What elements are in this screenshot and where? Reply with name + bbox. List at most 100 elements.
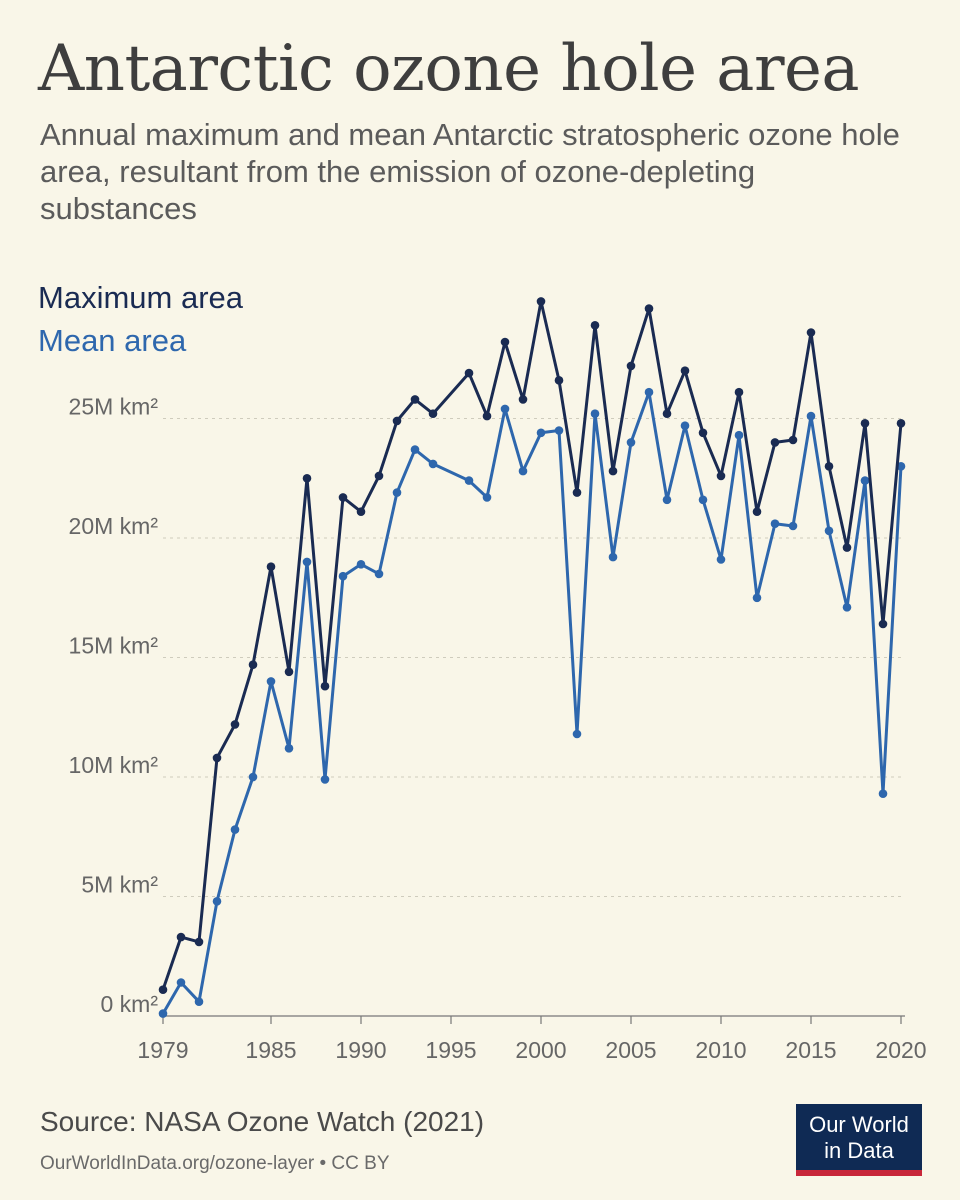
data-point-maximum-area[interactable] [644,304,654,313]
data-point-mean-area[interactable] [698,495,708,505]
chart-title: Antarctic ozone hole area [38,32,860,106]
data-point-maximum-area[interactable] [518,395,528,404]
data-point-maximum-area[interactable] [698,428,708,438]
y-tick-label: 5M km² [81,872,158,898]
data-point-maximum-area[interactable] [860,419,870,428]
data-point-maximum-area[interactable] [158,985,168,994]
data-point-mean-area[interactable] [410,445,420,454]
data-point-mean-area[interactable] [860,476,870,485]
data-point-maximum-area[interactable] [878,619,888,629]
data-point-mean-area[interactable] [788,521,798,531]
data-point-maximum-area[interactable] [302,474,312,483]
logo-line-1: Our World [809,1112,909,1137]
data-point-mean-area[interactable] [482,493,492,502]
data-point-mean-area[interactable] [554,426,564,435]
data-point-mean-area[interactable] [626,438,636,447]
data-point-mean-area[interactable] [464,476,474,485]
data-point-mean-area[interactable] [716,555,726,564]
data-point-mean-area[interactable] [158,1009,168,1018]
data-point-maximum-area[interactable] [230,720,240,729]
data-point-mean-area[interactable] [392,488,402,497]
data-point-mean-area[interactable] [590,409,600,419]
line-chart: 0 km² 5M km² 10M km² 15M km² 20M km² 25M km² 1… [69,297,927,1064]
owid-logo[interactable]: Our World in Data [796,1104,922,1176]
y-tick-label: 25M km² [69,394,159,420]
source-url[interactable]: OurWorldInData.org/ozone-layer • CC BY [40,1153,390,1174]
data-point-maximum-area[interactable] [626,361,636,371]
data-point-mean-area[interactable] [680,421,690,431]
data-point-maximum-area[interactable] [716,471,726,481]
axes: 0 km² 5M km² 10M km² 15M km² 20M km² 25M km² 1… [69,394,927,1064]
y-tick-label: 0 km² [101,991,159,1017]
data-point-maximum-area[interactable] [338,493,348,502]
data-point-maximum-area[interactable] [590,321,600,330]
data-point-mean-area[interactable] [770,519,780,528]
data-point-mean-area[interactable] [734,430,744,440]
data-point-mean-area[interactable] [194,997,204,1006]
data-point-maximum-area[interactable] [500,337,510,347]
x-tick-label: 1985 [245,1037,296,1063]
data-point-mean-area[interactable] [320,775,330,784]
data-point-mean-area[interactable] [428,459,438,469]
data-point-mean-area[interactable] [176,978,186,987]
data-point-maximum-area[interactable] [572,488,582,497]
data-point-mean-area[interactable] [338,571,348,581]
data-point-maximum-area[interactable] [608,466,618,476]
grid-lines [163,418,905,897]
data-point-maximum-area[interactable] [464,368,474,378]
data-point-mean-area[interactable] [266,677,276,686]
data-point-maximum-area[interactable] [320,681,330,691]
data-point-maximum-area[interactable] [788,435,798,445]
data-point-maximum-area[interactable] [392,416,402,426]
data-point-maximum-area[interactable] [266,562,276,571]
y-tick-label: 20M km² [69,513,159,539]
data-point-mean-area[interactable] [356,560,366,569]
source-note: Source: NASA Ozone Watch (2021) [40,1106,485,1137]
data-point-mean-area[interactable] [518,466,528,476]
data-point-maximum-area[interactable] [896,419,906,428]
data-point-mean-area[interactable] [500,404,510,414]
data-point-mean-area[interactable] [806,411,816,421]
data-point-maximum-area[interactable] [806,328,816,337]
data-point-mean-area[interactable] [878,789,888,798]
data-point-maximum-area[interactable] [248,660,258,669]
data-point-maximum-area[interactable] [752,507,762,516]
data-point-maximum-area[interactable] [356,507,366,516]
data-point-mean-area[interactable] [662,495,672,505]
data-point-maximum-area[interactable] [734,387,744,397]
data-point-mean-area[interactable] [572,729,582,739]
data-point-maximum-area[interactable] [410,395,420,404]
data-point-mean-area[interactable] [248,772,258,782]
data-point-mean-area[interactable] [302,557,312,567]
data-point-mean-area[interactable] [374,569,384,579]
data-point-mean-area[interactable] [752,593,762,603]
data-point-maximum-area[interactable] [554,376,564,385]
x-tick-label: 2005 [605,1037,656,1063]
series-line-mean-area [161,390,903,1016]
data-point-maximum-area[interactable] [680,366,690,376]
data-point-mean-area[interactable] [842,603,852,612]
data-point-mean-area[interactable] [824,526,834,536]
logo-line-2: in Data [824,1138,894,1163]
data-point-mean-area[interactable] [230,825,240,834]
data-point-mean-area[interactable] [896,462,906,471]
data-point-maximum-area[interactable] [212,753,222,763]
data-point-maximum-area[interactable] [428,409,438,419]
data-point-maximum-area[interactable] [770,438,780,447]
legend-maximum-area: Maximum area [38,280,243,315]
data-point-maximum-area[interactable] [536,297,546,306]
data-point-mean-area[interactable] [212,897,222,906]
data-point-maximum-area[interactable] [842,543,852,552]
data-point-maximum-area[interactable] [374,471,384,481]
data-point-maximum-area[interactable] [176,932,186,942]
x-tick-label: 1979 [137,1037,188,1063]
data-point-mean-area[interactable] [608,552,618,562]
data-point-maximum-area[interactable] [194,937,204,947]
data-point-maximum-area[interactable] [482,411,492,421]
data-point-mean-area[interactable] [644,387,654,397]
data-point-maximum-area[interactable] [824,462,834,471]
data-point-maximum-area[interactable] [662,409,672,419]
data-point-mean-area[interactable] [536,428,546,438]
data-point-mean-area[interactable] [284,744,294,753]
data-point-maximum-area[interactable] [284,667,294,677]
